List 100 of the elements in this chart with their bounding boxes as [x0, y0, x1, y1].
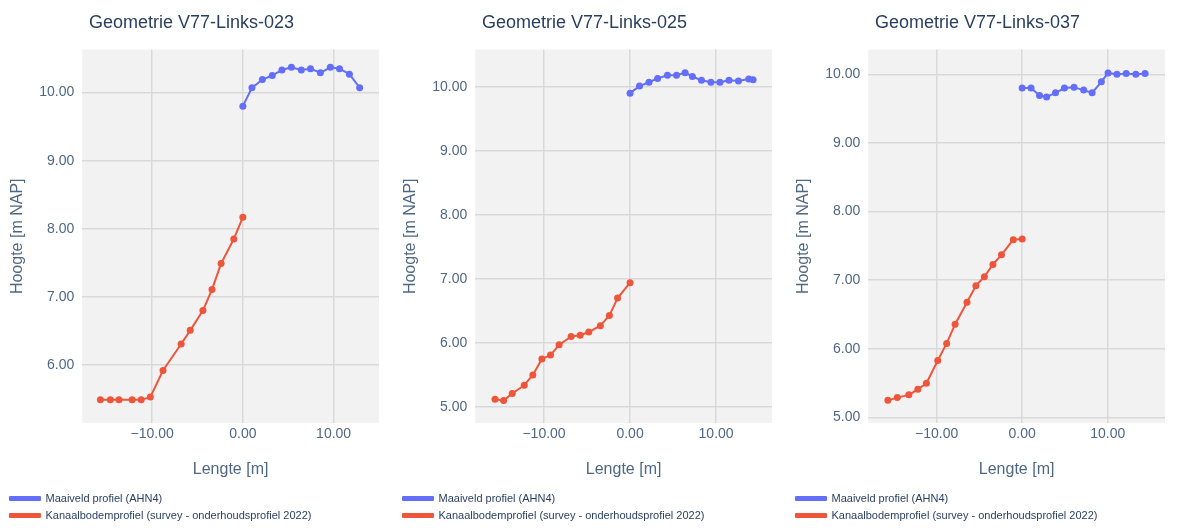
- point: [567, 333, 575, 341]
- point: [645, 78, 653, 86]
- point: [508, 390, 516, 398]
- point: [128, 396, 136, 404]
- point: [734, 77, 742, 85]
- point: [922, 379, 930, 387]
- point: [186, 326, 194, 334]
- legend-label: Kanaalbodemprofiel (survey - onderhoudsprofiel 2022): [831, 508, 1098, 521]
- point: [1080, 86, 1088, 94]
- point: [707, 78, 715, 86]
- point: [287, 63, 295, 71]
- point: [934, 357, 942, 365]
- point: [576, 331, 584, 339]
- point: [673, 71, 681, 79]
- legend-label: Maaiveld profiel (AHN4): [45, 491, 163, 504]
- y-tick-label: 7.00: [832, 271, 861, 288]
- point: [1027, 84, 1035, 92]
- x-axis-title: Lengte [m]: [585, 459, 662, 477]
- y-tick-label: 6.00: [46, 355, 75, 372]
- point: [654, 74, 662, 82]
- point: [356, 84, 364, 92]
- point: [688, 73, 696, 80]
- point: [137, 396, 145, 404]
- point: [199, 307, 207, 315]
- point: [905, 391, 913, 399]
- point: [230, 235, 238, 243]
- point: [1113, 70, 1121, 78]
- x-axis-title: Lengte [m]: [978, 459, 1055, 477]
- point: [605, 311, 613, 319]
- point: [1060, 84, 1068, 92]
- point: [96, 396, 104, 404]
- point: [297, 66, 305, 74]
- point: [217, 260, 225, 268]
- point: [943, 339, 951, 347]
- point: [596, 322, 604, 330]
- point: [529, 371, 537, 379]
- chart-title: Geometrie V77-Links-037: [874, 11, 1081, 32]
- y-tick-label: 10.00: [825, 65, 861, 82]
- point: [626, 89, 634, 97]
- point: [980, 273, 988, 281]
- point: [345, 70, 353, 78]
- point: [614, 294, 622, 302]
- point: [278, 66, 286, 74]
- y-tick-label: 5.00: [439, 397, 468, 414]
- x-tick-label: 0.00: [229, 425, 257, 442]
- point: [177, 340, 185, 348]
- point: [681, 69, 689, 77]
- point: [749, 76, 757, 84]
- point: [547, 351, 554, 359]
- point: [1104, 69, 1112, 77]
- point: [725, 76, 733, 84]
- y-axis-title: Hoogte [m NAP]: [401, 178, 419, 295]
- point: [963, 298, 971, 306]
- point: [326, 63, 334, 71]
- y-tick-label: 9.00: [832, 133, 861, 150]
- point: [884, 396, 892, 404]
- point: [316, 69, 324, 77]
- x-tick-label: 10.00: [698, 425, 734, 442]
- y-tick-label: 7.00: [439, 269, 468, 286]
- point: [491, 395, 499, 403]
- point: [159, 367, 167, 375]
- y-axis-title: Hoogte [m NAP]: [8, 178, 26, 295]
- point: [1009, 236, 1017, 244]
- x-axis-title: Lengte [m]: [192, 459, 269, 477]
- point: [306, 65, 314, 73]
- x-tick-label: 10.00: [316, 425, 352, 442]
- point: [258, 76, 266, 84]
- point: [268, 71, 276, 79]
- point: [1141, 70, 1149, 78]
- y-axis-title: Hoogte [m NAP]: [794, 178, 812, 295]
- point: [663, 71, 671, 79]
- y-tick-label: 8.00: [46, 219, 75, 236]
- point: [248, 84, 256, 92]
- point: [1122, 70, 1130, 78]
- y-tick-label: 5.00: [832, 408, 861, 425]
- point: [585, 328, 593, 336]
- point: [1070, 83, 1078, 91]
- x-tick-label: −10.00: [915, 425, 959, 442]
- point: [336, 65, 344, 73]
- point: [1132, 70, 1140, 78]
- point: [500, 397, 508, 405]
- point: [1018, 84, 1026, 92]
- point: [626, 279, 634, 287]
- point: [1018, 235, 1026, 243]
- y-tick-label: 9.00: [439, 141, 468, 158]
- point: [914, 385, 922, 393]
- x-tick-label: 10.00: [1090, 425, 1126, 442]
- point: [555, 341, 563, 349]
- point: [951, 320, 959, 328]
- point: [1036, 92, 1044, 100]
- y-tick-label: 10.00: [432, 77, 468, 94]
- point: [989, 260, 997, 268]
- chart-title: Geometrie V77-Links-025: [481, 11, 688, 32]
- y-tick-label: 7.00: [46, 287, 75, 304]
- point: [115, 396, 123, 404]
- chart-title: Geometrie V77-Links-023: [88, 11, 295, 32]
- y-tick-label: 8.00: [832, 202, 861, 219]
- y-tick-label: 6.00: [439, 333, 468, 350]
- legend-label: Kanaalbodemprofiel (survey - onderhoudsprofiel 2022): [45, 508, 312, 521]
- point: [716, 78, 724, 86]
